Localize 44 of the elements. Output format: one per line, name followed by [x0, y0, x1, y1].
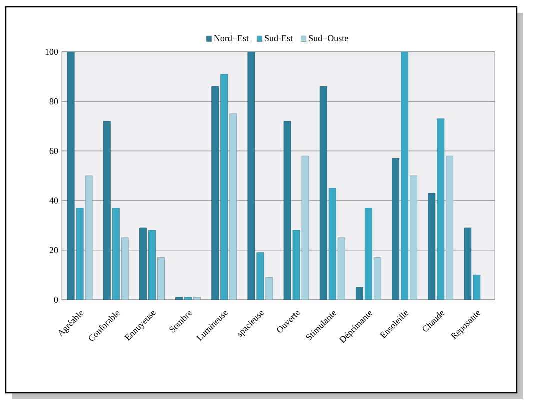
bar	[356, 287, 364, 300]
bar	[248, 52, 256, 300]
bar	[410, 176, 418, 300]
bar	[256, 252, 264, 300]
bar	[320, 86, 328, 300]
bar	[266, 277, 274, 300]
bar	[103, 121, 111, 300]
bar	[176, 297, 183, 300]
bar	[338, 238, 346, 300]
bar	[158, 258, 165, 300]
bar	[85, 176, 93, 300]
y-tick-label: 100	[46, 48, 58, 56]
bar	[446, 156, 454, 300]
bar	[112, 208, 120, 300]
bar	[284, 121, 292, 300]
bar	[76, 208, 84, 300]
bar	[292, 230, 300, 300]
y-tick-label: 0	[54, 296, 58, 304]
bar	[194, 297, 201, 300]
bar	[428, 193, 436, 300]
bar	[374, 258, 382, 300]
bar	[140, 228, 147, 300]
bar	[328, 188, 336, 300]
y-tick-label: 60	[50, 148, 58, 154]
bar	[67, 52, 75, 300]
y-tick-label: 20	[50, 247, 58, 254]
legend-label: Sud−Ouste	[309, 35, 348, 42]
legend-label: Nord−Est	[214, 35, 249, 42]
bar	[212, 86, 220, 300]
bar	[220, 74, 228, 300]
legend-label: Sud-Est	[265, 35, 293, 42]
bar	[148, 230, 156, 300]
bar	[302, 156, 310, 300]
bar	[184, 297, 192, 300]
bar	[437, 118, 445, 300]
bar	[464, 228, 472, 300]
bar	[473, 274, 481, 300]
bar	[365, 208, 372, 300]
bar	[401, 52, 408, 300]
y-tick-label: 80	[50, 98, 58, 105]
bar	[121, 238, 129, 300]
bar	[392, 158, 400, 300]
bar	[230, 114, 238, 300]
y-tick-label: 40	[50, 198, 58, 204]
